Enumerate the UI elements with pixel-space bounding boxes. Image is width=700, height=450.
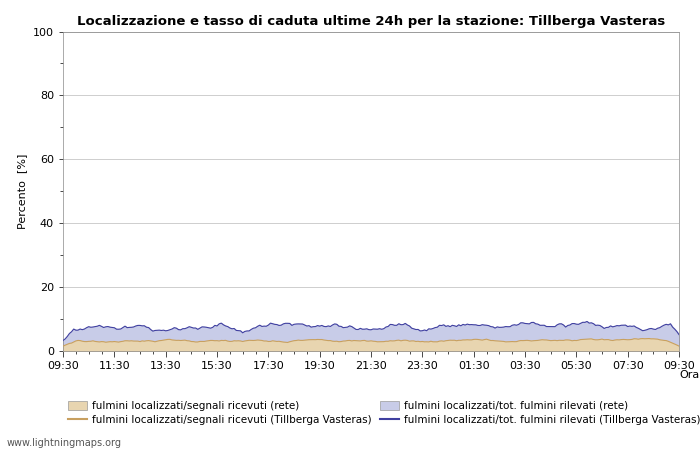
Text: www.lightningmaps.org: www.lightningmaps.org bbox=[7, 438, 122, 448]
Text: Orario: Orario bbox=[679, 370, 700, 380]
Y-axis label: Percento  [%]: Percento [%] bbox=[18, 153, 27, 229]
Legend: fulmini localizzati/segnali ricevuti (rete), fulmini localizzati/segnali ricevut: fulmini localizzati/segnali ricevuti (re… bbox=[68, 401, 700, 425]
Title: Localizzazione e tasso di caduta ultime 24h per la stazione: Tillberga Vasteras: Localizzazione e tasso di caduta ultime … bbox=[77, 14, 665, 27]
